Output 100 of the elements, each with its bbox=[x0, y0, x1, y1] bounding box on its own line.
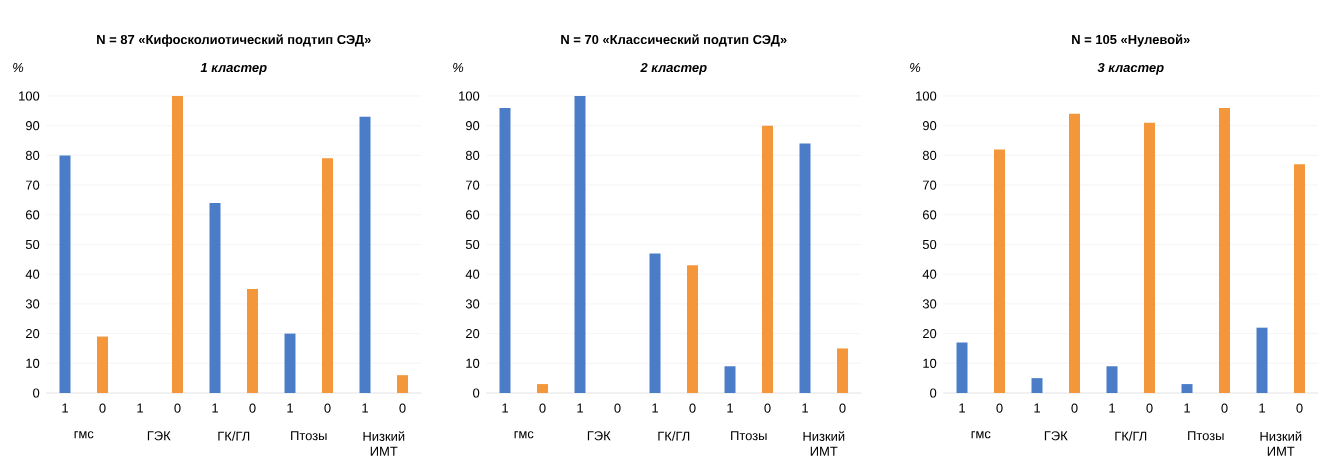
bar bbox=[1219, 107, 1231, 393]
x-tick-label: 1 bbox=[959, 403, 965, 413]
x-tick-label: 1 bbox=[212, 403, 218, 413]
x-tick-label: 0 bbox=[1221, 403, 1228, 413]
y-tick-label: 20 bbox=[25, 329, 40, 339]
chart-title: N = 105 «Нулевой» bbox=[1072, 34, 1190, 47]
y-tick-label: 30 bbox=[25, 299, 40, 309]
y-tick-label: 80 bbox=[25, 150, 40, 160]
bar bbox=[499, 107, 511, 393]
x-tick-label: 1 bbox=[1184, 403, 1190, 413]
text: ГК/ГЛ bbox=[658, 431, 690, 441]
text: ГЭК bbox=[147, 431, 171, 441]
x-tick-label: 0 bbox=[174, 403, 181, 413]
bar bbox=[724, 366, 736, 393]
x-tick-label: 1 bbox=[62, 403, 68, 413]
text: Низкий ИМТ bbox=[803, 431, 845, 456]
bar bbox=[649, 253, 661, 393]
text: Птозы bbox=[731, 431, 767, 441]
x-tick-label: 1 bbox=[802, 403, 808, 413]
y-tick-label: 0 bbox=[473, 388, 480, 398]
y-tick-label: 20 bbox=[465, 329, 480, 339]
bar bbox=[837, 348, 849, 393]
x-tick-label: 0 bbox=[539, 403, 546, 413]
x-tick-label: 1 bbox=[1259, 403, 1265, 413]
x-tick-label: 0 bbox=[1071, 403, 1078, 413]
x-tick-label: 1 bbox=[287, 403, 293, 413]
bar bbox=[1181, 384, 1193, 393]
text: гмс bbox=[514, 431, 534, 439]
y-tick-label: 100 bbox=[916, 91, 937, 101]
text: Птозы bbox=[1188, 431, 1224, 441]
y-tick-label: 60 bbox=[923, 210, 937, 220]
bar bbox=[1256, 327, 1268, 393]
chart-subtitle: 2 кластер bbox=[640, 62, 707, 75]
y-tick-label: 50 bbox=[25, 239, 40, 250]
y-tick-label: 80 bbox=[465, 150, 480, 160]
x-tick-label: 1 bbox=[1109, 403, 1115, 413]
y-tick-label: 80 bbox=[922, 150, 937, 160]
x-tick-label: 1 bbox=[362, 403, 368, 413]
x-tick-label: 1 bbox=[1034, 403, 1040, 413]
text: Низкий ИМТ bbox=[1260, 431, 1302, 456]
bar bbox=[172, 96, 183, 393]
bar bbox=[574, 96, 586, 393]
bar bbox=[284, 333, 296, 393]
bar bbox=[97, 336, 108, 393]
text: Птозы bbox=[291, 431, 327, 441]
y-axis-title: % bbox=[453, 63, 464, 73]
y-tick-label: 100 bbox=[459, 91, 480, 101]
y-tick-label: 0 bbox=[33, 388, 40, 398]
bar bbox=[799, 143, 811, 393]
bar bbox=[209, 202, 221, 393]
x-tick-label: 1 bbox=[577, 403, 583, 413]
text: Низкий ИМТ bbox=[363, 431, 405, 456]
chart-title: N = 87 «Кифосколиотический подтип СЭД» bbox=[97, 34, 371, 47]
bar bbox=[59, 155, 71, 393]
y-tick-label: 30 bbox=[922, 299, 937, 309]
y-tick-label: 20 bbox=[923, 329, 937, 339]
chart-subtitle: 3 кластер bbox=[1097, 62, 1164, 75]
y-tick-label: 10 bbox=[466, 358, 480, 368]
bar bbox=[687, 265, 699, 393]
y-tick-label: 10 bbox=[26, 358, 40, 368]
y-tick-label: 50 bbox=[922, 239, 937, 250]
bar bbox=[359, 116, 371, 393]
bar bbox=[1144, 122, 1156, 393]
x-tick-label: 0 bbox=[1146, 403, 1153, 413]
x-tick-label: 1 bbox=[137, 403, 143, 413]
bar bbox=[397, 375, 408, 393]
text: ГК/ГЛ bbox=[1115, 431, 1147, 441]
x-tick-label: 1 bbox=[727, 403, 733, 413]
x-tick-label: 0 bbox=[764, 403, 771, 413]
x-tick-label: 0 bbox=[324, 403, 331, 413]
y-tick-label: 30 bbox=[465, 299, 480, 309]
y-tick-label: 40 bbox=[465, 269, 480, 279]
x-tick-label: 1 bbox=[502, 403, 508, 413]
y-tick-label: 90 bbox=[25, 121, 40, 131]
y-tick-label: 100 bbox=[19, 91, 40, 101]
bar bbox=[1031, 378, 1043, 393]
y-axis-title: % bbox=[13, 63, 24, 73]
bar bbox=[1069, 113, 1081, 393]
x-tick-label: 0 bbox=[249, 403, 256, 413]
text: гмс bbox=[971, 431, 991, 439]
y-tick-label: 60 bbox=[25, 210, 40, 220]
y-tick-label: 70 bbox=[26, 180, 40, 190]
x-tick-label: 0 bbox=[839, 403, 846, 413]
x-tick-label: 0 bbox=[99, 403, 106, 413]
text: ГЭК bbox=[587, 431, 611, 441]
x-tick-label: 0 bbox=[996, 403, 1003, 413]
text: ГЭК bbox=[1044, 431, 1068, 441]
bar bbox=[1106, 366, 1118, 393]
y-axis-title: % bbox=[910, 63, 921, 73]
bar bbox=[537, 384, 548, 393]
y-tick-label: 90 bbox=[465, 121, 480, 131]
y-tick-label: 10 bbox=[923, 358, 937, 368]
bar bbox=[994, 149, 1006, 393]
bar bbox=[762, 125, 774, 393]
bar bbox=[247, 289, 258, 393]
x-tick-label: 1 bbox=[652, 403, 658, 413]
x-tick-label: 0 bbox=[689, 403, 696, 413]
bar bbox=[956, 342, 968, 393]
x-tick-label: 0 bbox=[1296, 403, 1303, 413]
chart-subtitle: 1 кластер bbox=[200, 63, 267, 75]
